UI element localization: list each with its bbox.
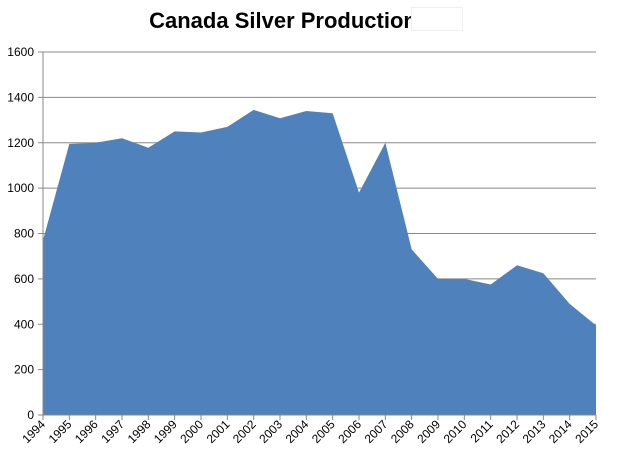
x-tick-label: 2012 [493, 417, 522, 446]
x-tick-labels: 1994199519961997199819992000200120022003… [19, 417, 601, 446]
area-layer [42, 109, 597, 416]
x-tick-label: 1998 [125, 417, 154, 446]
y-tick-label: 0 [27, 408, 34, 422]
x-tick-label: 2004 [283, 417, 312, 446]
axis-layer [38, 51, 597, 420]
x-tick-label: 2013 [520, 417, 549, 446]
x-tick-label: 1994 [19, 417, 48, 446]
x-tick-label: 2014 [546, 417, 575, 446]
chart-title: Canada Silver Production [149, 8, 417, 33]
x-tick-label: 2007 [362, 417, 391, 446]
area-series [43, 109, 596, 416]
y-tick-labels: 0 200 400 600 800 1000 1200 1400 1600 [7, 45, 34, 422]
x-tick-label: 2005 [309, 417, 338, 446]
y-tick-label: 1200 [7, 136, 34, 150]
x-tick-label: 2008 [388, 417, 417, 446]
x-tick-label: 2000 [177, 417, 206, 446]
x-tick-label: 1999 [151, 417, 180, 446]
x-tick-label: 1997 [98, 417, 127, 446]
y-tick-label: 1000 [7, 181, 34, 195]
y-tick-label: 400 [14, 317, 34, 331]
x-tick-label: 2009 [414, 417, 443, 446]
x-tick-label: 1995 [46, 417, 75, 446]
y-tick-label: 200 [14, 363, 34, 377]
x-tick-label: 1996 [72, 417, 101, 446]
x-tick-label: 2011 [468, 417, 496, 445]
y-tick-label: 1600 [7, 45, 34, 59]
x-tick-label: 2001 [204, 417, 233, 446]
x-tick-label: 2006 [335, 417, 364, 446]
legend-box [411, 7, 463, 31]
x-tick-label: 2003 [256, 417, 285, 446]
y-tick-label: 1400 [7, 90, 34, 104]
x-tick-label: 2010 [441, 417, 470, 446]
y-tick-label: 800 [14, 227, 34, 241]
y-tick-label: 600 [14, 272, 34, 286]
x-tick-label: 2002 [230, 417, 259, 446]
x-tick-label: 2015 [572, 417, 601, 446]
